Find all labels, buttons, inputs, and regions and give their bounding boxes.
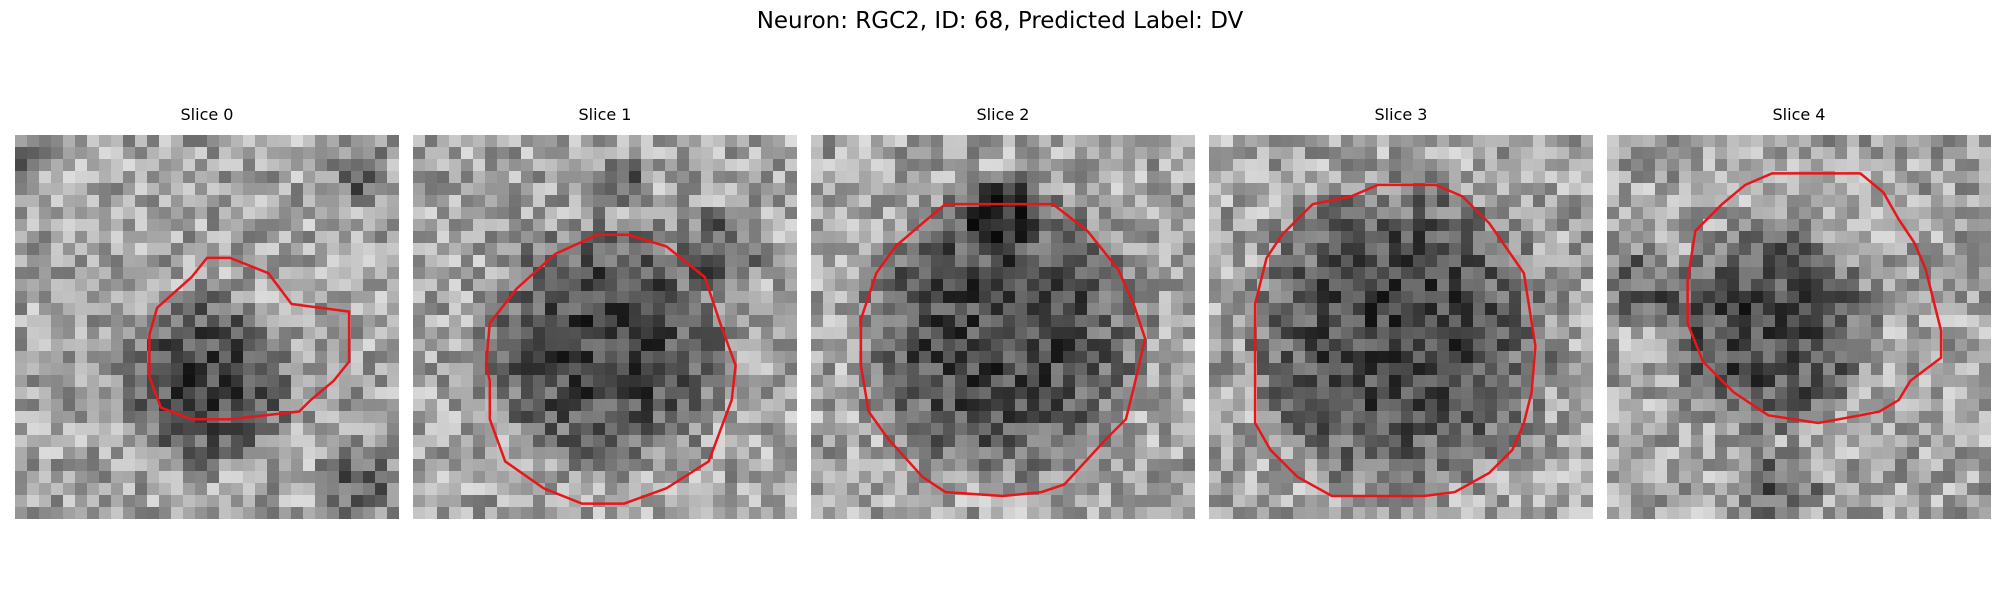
slice-title-1: Slice 1	[578, 105, 632, 124]
slice-title-4: Slice 4	[1772, 105, 1826, 124]
slice-title-2: Slice 2	[976, 105, 1030, 124]
figure-title: Neuron: RGC2, ID: 68, Predicted Label: D…	[756, 8, 1244, 34]
contour-outline-3	[1253, 183, 1537, 498]
slice-image-4	[1607, 135, 1991, 519]
contour-outline-1	[484, 233, 737, 505]
slice-image-2	[811, 135, 1195, 519]
slice-image-1	[413, 135, 797, 519]
contour-outline-2	[859, 202, 1147, 498]
slice-title-3: Slice 3	[1374, 105, 1428, 124]
slice-title-0: Slice 0	[180, 105, 234, 124]
contour-outline-4	[1686, 172, 1943, 425]
slice-image-0	[15, 135, 399, 519]
slice-image-3	[1209, 135, 1593, 519]
contour-outline-0	[148, 256, 351, 421]
